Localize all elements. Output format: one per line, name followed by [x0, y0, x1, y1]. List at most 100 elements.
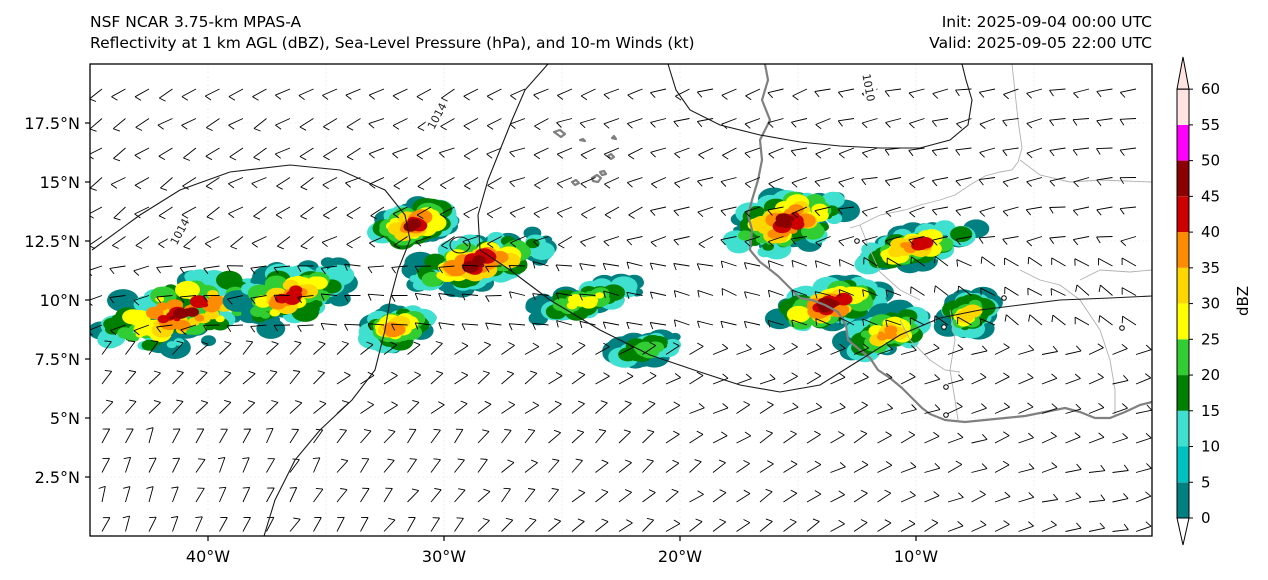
- wind-barb: [853, 401, 868, 414]
- wind-barb: [125, 340, 136, 355]
- wind-barb: [123, 486, 131, 503]
- wind-barb: [323, 118, 338, 131]
- wind-barb: [971, 520, 987, 532]
- wind-barb: [1018, 373, 1034, 385]
- wind-barb: [957, 316, 972, 326]
- wind-barb: [768, 147, 784, 159]
- wind-barb: [533, 88, 549, 100]
- wind-barb: [744, 177, 761, 189]
- wind-barb: [689, 490, 704, 503]
- wind-barb: [1026, 118, 1043, 129]
- wind-barb: [299, 147, 314, 161]
- wind-barb: [1041, 520, 1057, 532]
- wind-barb: [1018, 521, 1034, 532]
- wind-barb: [548, 429, 561, 444]
- border-sierraleone: [899, 319, 961, 373]
- colorbar-over-arrow: [1176, 56, 1190, 90]
- wind-barb: [853, 460, 869, 473]
- wind-barb: [407, 341, 421, 355]
- wind-barb: [289, 370, 301, 385]
- wind-barb: [790, 236, 808, 245]
- wind-barb: [146, 427, 154, 444]
- wind-barb: [837, 88, 855, 98]
- wind-barb: [219, 341, 232, 355]
- wind-barb: [392, 88, 408, 101]
- wind-barb: [626, 261, 643, 269]
- wind-barb: [320, 265, 338, 275]
- wind-barb: [665, 430, 680, 444]
- wind-barb: [273, 265, 291, 274]
- wind-barb: [391, 295, 408, 302]
- wind-barb: [217, 456, 226, 473]
- wind-barb: [218, 486, 227, 503]
- wind-barb: [651, 177, 667, 189]
- reflectivity-cell: [774, 219, 787, 228]
- wind-barb: [924, 404, 941, 414]
- wind-barb: [556, 118, 573, 128]
- wind-barb: [101, 399, 114, 414]
- wind-barb: [994, 402, 1010, 414]
- wind-barb: [712, 518, 727, 532]
- wind-barb: [125, 428, 134, 444]
- wind-barb: [313, 487, 324, 503]
- colorbar-tick-label: 5: [1201, 473, 1211, 491]
- wind-barb: [830, 490, 845, 503]
- wind-barb: [486, 118, 502, 130]
- wind-barb: [618, 429, 631, 444]
- wind-barb: [931, 147, 949, 157]
- colorbar-segment: [1177, 232, 1189, 268]
- wind-barb: [228, 206, 244, 219]
- wind-barb: [477, 458, 488, 473]
- wind-barb: [430, 428, 441, 444]
- border-guinea-ivorycoast: [949, 309, 959, 421]
- wind-barb: [721, 288, 737, 296]
- wind-barb: [367, 293, 385, 301]
- wind-barb: [156, 265, 173, 274]
- wind-barb: [297, 265, 314, 273]
- colorbar-segment: [1177, 303, 1189, 340]
- lat-tick-label: 7.5°N: [35, 350, 80, 369]
- wind-barb: [838, 289, 855, 297]
- wind-barb: [767, 289, 784, 298]
- wind-barb: [1041, 373, 1058, 385]
- wind-barb: [323, 147, 338, 161]
- wind-barb: [978, 236, 996, 244]
- lake-marker: [943, 384, 949, 390]
- wind-barb: [650, 88, 667, 99]
- wind-barb: [1050, 288, 1066, 296]
- wind-barb: [101, 428, 111, 444]
- reflectivity-cell: [911, 240, 925, 251]
- wind-barb: [909, 206, 925, 218]
- wind-barb: [524, 459, 538, 473]
- wind-barb: [321, 236, 338, 248]
- wind-barb: [650, 147, 667, 158]
- wind-barb: [416, 206, 432, 219]
- wind-barb: [806, 430, 821, 444]
- wind-barb: [698, 147, 714, 160]
- isobar-1014-north: [477, 64, 1152, 393]
- wind-barb: [1096, 206, 1113, 216]
- wind-barb: [297, 324, 314, 332]
- wind-barb: [313, 517, 322, 532]
- wind-barb: [1112, 493, 1129, 503]
- wind-barb: [689, 342, 704, 355]
- wind-barb: [571, 458, 583, 473]
- wind-barb: [1135, 463, 1152, 473]
- wind-barb: [486, 206, 502, 219]
- wind-barb: [957, 285, 972, 296]
- wind-barb: [618, 400, 632, 414]
- wind-barb: [837, 118, 855, 127]
- wind-barb: [1097, 258, 1113, 267]
- wind-barb: [1135, 373, 1152, 385]
- wind-barb: [369, 177, 385, 189]
- wind-barb: [1096, 88, 1113, 98]
- wind-barb: [698, 236, 714, 249]
- wind-barb: [665, 488, 679, 503]
- wind-barb: [924, 519, 939, 532]
- wind-barb: [806, 343, 822, 355]
- wind-barb: [697, 289, 714, 298]
- wind-barb: [947, 344, 964, 355]
- wind-barb: [571, 518, 585, 532]
